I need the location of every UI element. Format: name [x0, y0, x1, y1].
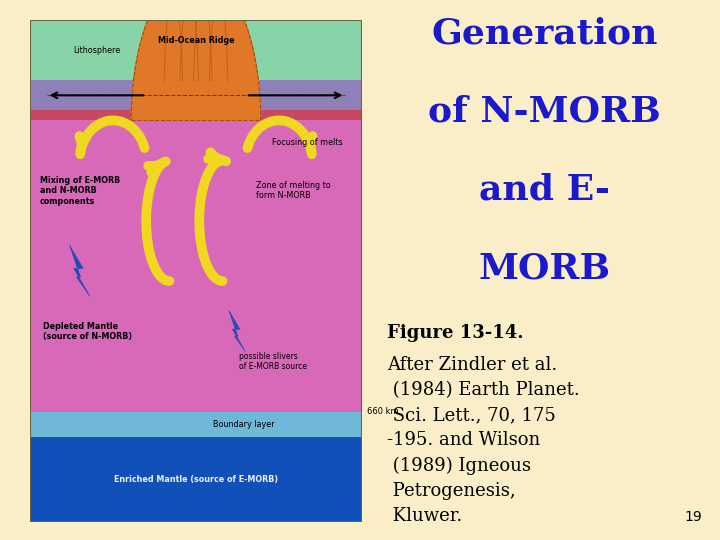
Text: Mid-Ocean Ridge: Mid-Ocean Ridge	[158, 36, 234, 45]
Text: 19: 19	[685, 510, 703, 524]
Text: Figure 13-14.: Figure 13-14.	[387, 324, 523, 342]
Text: Generation: Generation	[431, 16, 658, 50]
Polygon shape	[229, 311, 245, 352]
Bar	[30, 411, 362, 437]
Text: of N-MORB: of N-MORB	[428, 94, 661, 129]
Text: After Zindler et al.
 (1984) Earth Planet.
 Sci. Lett., 70, 175
-195. and Wilson: After Zindler et al. (1984) Earth Planet…	[387, 356, 580, 525]
Polygon shape	[70, 246, 90, 296]
Text: Enriched Mantle (source of E-MORB): Enriched Mantle (source of E-MORB)	[114, 475, 278, 484]
Bar	[30, 80, 362, 110]
Text: 660 km: 660 km	[367, 407, 399, 416]
Text: Depleted Mantle
(source of N-MORB): Depleted Mantle (source of N-MORB)	[43, 321, 132, 341]
Polygon shape	[173, 70, 220, 90]
Bar	[30, 120, 362, 411]
Text: and E-: and E-	[479, 173, 610, 207]
Text: Boundary layer: Boundary layer	[212, 420, 274, 429]
Text: Mixing of E-MORB
and N-MORB
components: Mixing of E-MORB and N-MORB components	[40, 176, 120, 206]
Text: MORB: MORB	[479, 251, 611, 285]
Bar	[30, 437, 362, 522]
Polygon shape	[131, 0, 261, 120]
Text: Lithosphere: Lithosphere	[73, 45, 120, 55]
Bar	[30, 20, 362, 80]
Bar	[30, 110, 362, 120]
Text: Zone of melting to
form N-MORB: Zone of melting to form N-MORB	[256, 181, 330, 200]
Text: possible slivers
of E-MORB source: possible slivers of E-MORB source	[239, 352, 307, 371]
Text: Focusing of melts: Focusing of melts	[272, 138, 343, 147]
